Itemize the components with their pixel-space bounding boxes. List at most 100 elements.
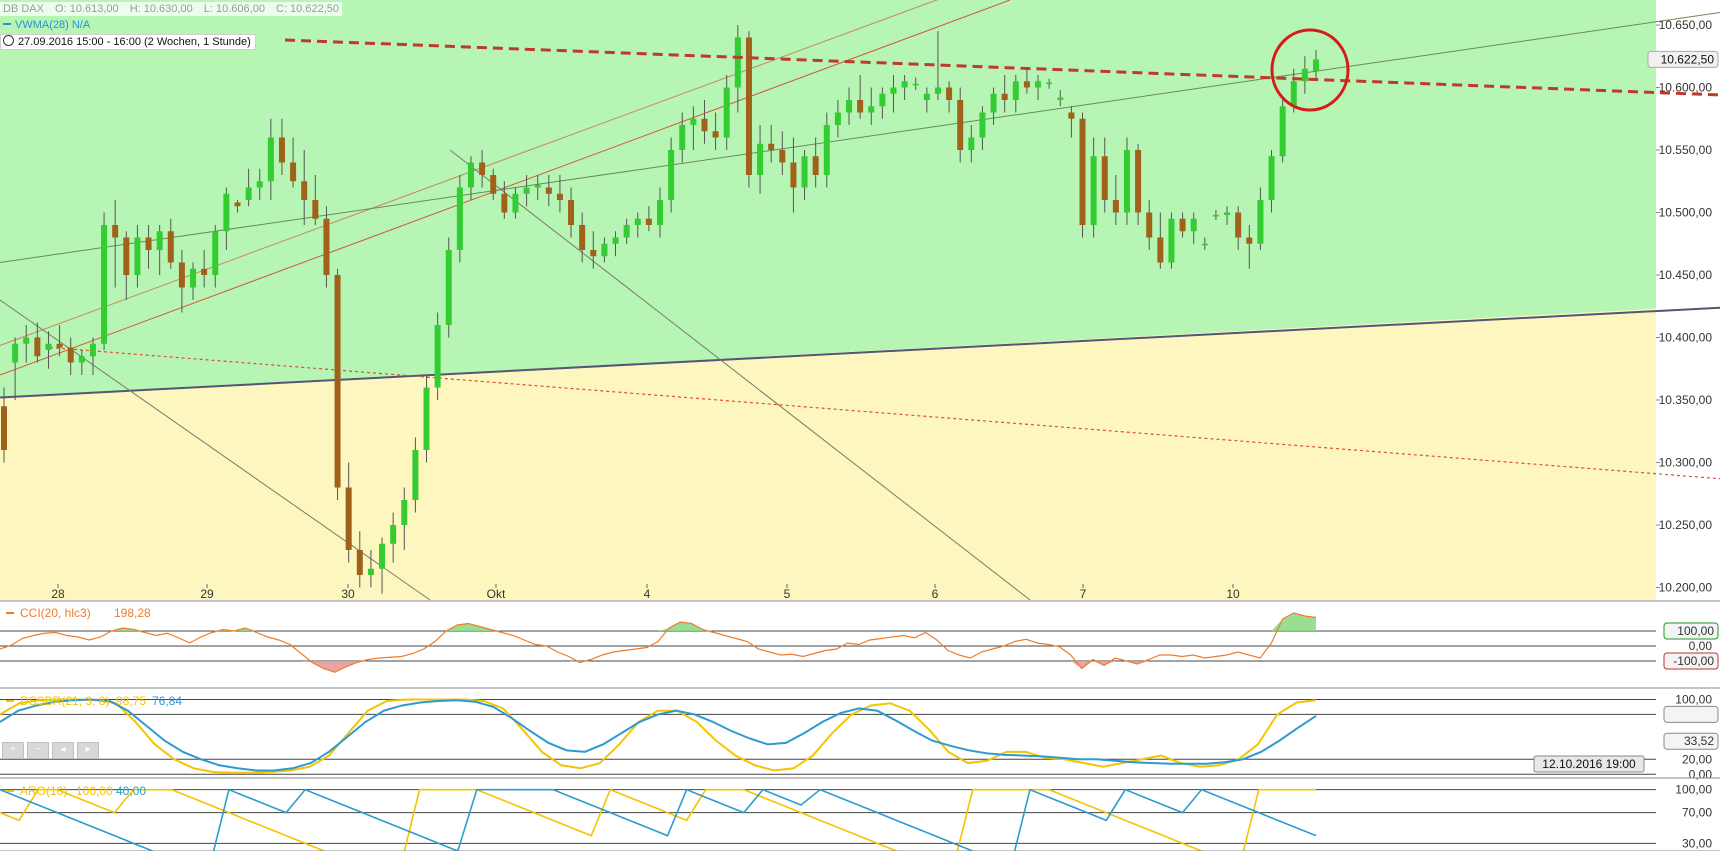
time-tick-label: 5 [784, 587, 791, 601]
candle-body [823, 125, 830, 175]
candle-body [312, 200, 319, 219]
candle-body [178, 262, 185, 288]
candle-body [401, 500, 408, 525]
candle-body [834, 112, 841, 125]
aro-panel-bg [0, 782, 1720, 851]
candle-body [1279, 106, 1286, 157]
candles-group [1, 25, 1319, 594]
crosshair-time-box [1533, 755, 1645, 773]
cci-100-box [1663, 622, 1719, 640]
candle-body [812, 156, 819, 175]
zoom-in-icon[interactable]: + [2, 742, 24, 759]
candle-body [67, 347, 74, 363]
candle-body [223, 193, 230, 232]
cci-panel-level-label: 0,00 [1689, 639, 1713, 653]
candle-body [601, 243, 608, 257]
price-tick-label: 10.450,00 [1659, 268, 1713, 282]
candle-body [267, 137, 274, 182]
candle-body [390, 525, 397, 544]
time-tick-label: 7 [1080, 587, 1087, 601]
support-trendline [0, 306, 1720, 399]
candle-body [1057, 97, 1064, 100]
candle-body [556, 193, 563, 200]
vwma-value: N/A [71, 19, 91, 31]
candle-body [579, 225, 586, 250]
price-tick-label: 10.350,00 [1659, 393, 1713, 407]
cci-100-box-label: 100,00 [1677, 624, 1714, 638]
candle-body [379, 543, 386, 569]
candle-body [234, 202, 241, 207]
candle-body [1290, 81, 1297, 107]
close-value: C: 10.622,50 [276, 3, 339, 15]
candle-body [101, 225, 108, 344]
price-tick-label: 10.550,00 [1659, 143, 1713, 157]
open-value: O: 10.613,00 [55, 3, 119, 15]
last-price-box [1647, 50, 1719, 68]
candle-body [612, 237, 619, 244]
candle-body [923, 93, 930, 100]
zoom-out-icon[interactable]: − [27, 742, 49, 759]
dss-series2-value: 76,84 [152, 694, 182, 708]
time-tick-label: 29 [200, 587, 214, 601]
time-tick-label: 4 [644, 587, 651, 601]
aro-title: ARO(10) [20, 784, 67, 798]
candle-body [1268, 156, 1275, 200]
cci-oversold-fill [0, 661, 1316, 673]
candle-body [456, 187, 463, 250]
upper-channel-line [0, 0, 1011, 376]
candle-body [1168, 218, 1175, 263]
candle-body [1201, 243, 1208, 246]
price-axis-bg [1656, 0, 1720, 600]
candle-body [490, 175, 497, 194]
candle-body [89, 343, 96, 357]
time-tick-label: 10 [1226, 587, 1240, 601]
candle-body [479, 162, 486, 175]
candle-body [467, 162, 474, 188]
candle-body [968, 137, 975, 150]
price-tick-label: 10.400,00 [1659, 331, 1713, 345]
candle-body [190, 268, 197, 288]
candle-body [1179, 218, 1186, 232]
candle-body [1090, 156, 1097, 225]
dss-panel-bg [0, 692, 1720, 778]
upper-channel-line-2 [0, 0, 939, 346]
dss-line-yellow [0, 698, 1317, 774]
candle-body [912, 83, 919, 86]
candle-body [1001, 93, 1008, 100]
dss-80-box [1663, 705, 1719, 723]
dss-panel-level-label: 0,00 [1689, 767, 1713, 781]
aro-series1-value: 100,00 [76, 784, 113, 798]
time-tick-label: 6 [932, 587, 939, 601]
time-tick-label: 30 [341, 587, 355, 601]
scroll-right-icon[interactable]: ▸ [77, 742, 99, 759]
candle-body [301, 181, 308, 200]
candle-body [690, 118, 697, 125]
time-tick-label: Okt [487, 587, 506, 601]
candle-body [634, 218, 641, 225]
scroll-left-icon[interactable]: ◂ [52, 742, 74, 759]
candle-body [1157, 237, 1164, 263]
highlight-circle [1270, 28, 1350, 112]
candle-body [334, 275, 341, 488]
aro-panel-level-label: 30,00 [1682, 836, 1712, 850]
candle-body [990, 93, 997, 113]
dss-title: DSSBR(21, 3, 8) [20, 694, 109, 708]
vwma-legend[interactable]: VWMA(28) N/A [0, 18, 93, 32]
aro-up-line [0, 788, 1316, 851]
candle-body [1146, 212, 1153, 238]
candle-body [356, 550, 363, 575]
low-value: L: 10.606,00 [203, 3, 265, 15]
candle-body [790, 162, 797, 188]
candle-body [1023, 81, 1030, 88]
candle-body [623, 225, 630, 238]
aro-legend-swatch [6, 790, 14, 792]
candle-body [34, 337, 41, 357]
high-value: H: 10.630,00 [129, 3, 193, 15]
candle-body [12, 343, 19, 363]
dss-legend-swatch [6, 700, 14, 702]
candle-body [1190, 218, 1197, 232]
candle-body [367, 568, 374, 575]
candle-body [846, 100, 853, 113]
date-range-box[interactable]: 27.09.2016 15:00 - 16:00 (2 Wochen, 1 St… [0, 34, 256, 50]
